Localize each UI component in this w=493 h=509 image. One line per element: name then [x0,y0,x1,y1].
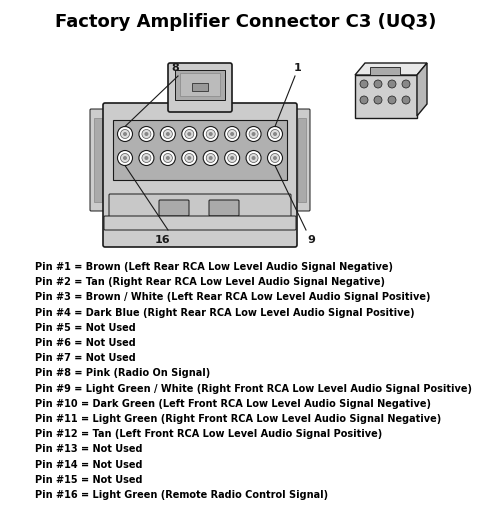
FancyBboxPatch shape [294,109,310,211]
Text: 9: 9 [307,235,315,245]
Circle shape [402,96,410,104]
Circle shape [268,151,282,165]
Text: Pin #10 = Dark Green (Left Front RCA Low Level Audio Signal Negative): Pin #10 = Dark Green (Left Front RCA Low… [35,399,431,409]
FancyBboxPatch shape [104,216,296,230]
Text: Pin #3 = Brown / White (Left Rear RCA Low Level Audio Signal Positive): Pin #3 = Brown / White (Left Rear RCA Lo… [35,292,430,302]
Text: Pin #12 = Tan (Left Front RCA Low Level Audio Signal Positive): Pin #12 = Tan (Left Front RCA Low Level … [35,429,382,439]
Bar [370,67,400,75]
Text: Pin #9 = Light Green / White (Right Front RCA Low Level Audio Signal Positive): Pin #9 = Light Green / White (Right Fron… [35,384,472,393]
Circle shape [402,80,410,88]
FancyBboxPatch shape [90,109,106,211]
Circle shape [185,129,194,138]
Text: 1: 1 [294,63,302,73]
Text: 16: 16 [155,235,171,245]
Circle shape [206,154,215,162]
Circle shape [251,132,255,136]
Circle shape [228,129,237,138]
Text: Pin #14 = Not Used: Pin #14 = Not Used [35,460,142,470]
FancyBboxPatch shape [159,200,189,216]
Circle shape [187,156,191,160]
Circle shape [185,154,194,162]
Text: Pin #1 = Brown (Left Rear RCA Low Level Audio Signal Negative): Pin #1 = Brown (Left Rear RCA Low Level … [35,262,393,272]
Circle shape [209,132,212,136]
Circle shape [246,127,261,142]
Circle shape [228,154,237,162]
Circle shape [273,156,277,160]
Circle shape [163,154,173,162]
Circle shape [246,151,261,165]
Circle shape [206,129,215,138]
Circle shape [123,132,127,136]
Circle shape [182,151,197,165]
Circle shape [271,154,280,162]
Bar [175,70,225,100]
Circle shape [160,127,176,142]
Circle shape [209,156,212,160]
Text: Factory Amplifier Connector C3 (UQ3): Factory Amplifier Connector C3 (UQ3) [55,13,437,31]
FancyBboxPatch shape [209,200,239,216]
Circle shape [160,151,176,165]
Circle shape [117,127,133,142]
Text: Pin #7 = Not Used: Pin #7 = Not Used [35,353,136,363]
Circle shape [117,151,133,165]
Circle shape [142,129,151,138]
Bar [180,73,220,96]
Circle shape [251,156,255,160]
Text: Pin #6 = Not Used: Pin #6 = Not Used [35,338,136,348]
FancyBboxPatch shape [109,194,291,224]
Circle shape [203,151,218,165]
FancyBboxPatch shape [103,103,297,247]
Circle shape [166,156,170,160]
Circle shape [230,132,234,136]
Text: Pin #13 = Not Used: Pin #13 = Not Used [35,444,142,455]
Circle shape [120,154,130,162]
Circle shape [249,154,258,162]
Bar [94,118,102,202]
Circle shape [249,129,258,138]
Circle shape [166,132,170,136]
Circle shape [139,151,154,165]
Circle shape [374,80,382,88]
Circle shape [144,156,148,160]
Circle shape [123,156,127,160]
Bar [113,120,287,180]
Circle shape [360,80,368,88]
Text: Pin #4 = Dark Blue (Right Rear RCA Low Level Audio Signal Positive): Pin #4 = Dark Blue (Right Rear RCA Low L… [35,307,415,318]
Circle shape [388,96,396,104]
Circle shape [230,156,234,160]
Text: Pin #8 = Pink (Radio On Signal): Pin #8 = Pink (Radio On Signal) [35,369,210,378]
Circle shape [187,132,191,136]
Text: 8: 8 [171,63,179,73]
Circle shape [268,127,282,142]
Circle shape [139,127,154,142]
FancyBboxPatch shape [355,75,417,118]
Polygon shape [355,63,427,75]
Text: Pin #11 = Light Green (Right Front RCA Low Level Audio Signal Negative): Pin #11 = Light Green (Right Front RCA L… [35,414,441,424]
Circle shape [120,129,130,138]
Circle shape [374,96,382,104]
Circle shape [203,127,218,142]
Text: Pin #15 = Not Used: Pin #15 = Not Used [35,475,142,485]
Circle shape [225,127,240,142]
Circle shape [388,80,396,88]
Circle shape [144,132,148,136]
Circle shape [142,154,151,162]
Text: Pin #16 = Light Green (Remote Radio Control Signal): Pin #16 = Light Green (Remote Radio Cont… [35,490,328,500]
Circle shape [182,127,197,142]
Text: Pin #2 = Tan (Right Rear RCA Low Level Audio Signal Negative): Pin #2 = Tan (Right Rear RCA Low Level A… [35,277,385,287]
Polygon shape [417,63,427,116]
FancyBboxPatch shape [168,63,232,112]
Circle shape [360,96,368,104]
Circle shape [163,129,173,138]
Circle shape [271,129,280,138]
Bar [192,83,208,91]
Circle shape [273,132,277,136]
Circle shape [225,151,240,165]
Bar [298,118,306,202]
Text: Pin #5 = Not Used: Pin #5 = Not Used [35,323,136,333]
